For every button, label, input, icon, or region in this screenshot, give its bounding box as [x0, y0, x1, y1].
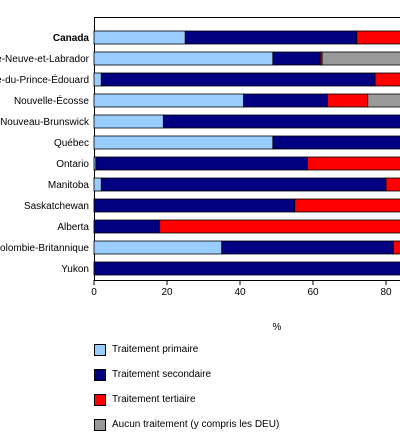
category-label: Yukon [61, 264, 89, 275]
x-axis-label: % [273, 322, 282, 333]
bar-segment [94, 94, 244, 107]
bar-segment [308, 157, 400, 170]
bar-segment [94, 52, 273, 65]
legend-swatch [94, 394, 106, 406]
legend-label: Aucun traitement (y compris les DEU) [112, 419, 279, 431]
bar-segment [94, 241, 222, 254]
bar-segment [163, 115, 400, 128]
x-tick-label: 40 [234, 287, 246, 298]
legend-label: Traitement tertiaire [112, 394, 196, 406]
bar-segment [328, 94, 368, 107]
legend-swatch [94, 344, 106, 356]
category-label: Canada [53, 33, 90, 44]
category-label: Manitoba [48, 180, 90, 191]
stacked-bar-chart: Canada Terre-Neuve-et-Labrador Île-du-Prin… [0, 0, 400, 335]
x-tick-label: 20 [161, 287, 173, 298]
bar-segment [101, 178, 386, 191]
bar-segment [94, 136, 273, 149]
bar-segment [368, 94, 400, 107]
category-label: Terre-Neuve-et-Labrador [0, 54, 90, 65]
bar-segment [273, 136, 400, 149]
x-tick-label: 0 [91, 287, 97, 298]
category-label: Nouveau-Brunswick [0, 117, 90, 128]
bar-segment [94, 115, 163, 128]
category-label: Alberta [57, 222, 89, 233]
bar-segment [375, 73, 400, 86]
legend-label: Traitement primaire [112, 344, 198, 356]
legend-item: Traitement secondaire [94, 367, 279, 383]
bar-segment [357, 31, 400, 44]
bar-segment [386, 178, 400, 191]
legend-label: Traitement secondaire [112, 369, 211, 381]
category-label: Québec [54, 138, 89, 149]
bar-segment [94, 199, 295, 212]
category-label: Saskatchewan [24, 201, 89, 212]
bar-segment [185, 31, 357, 44]
bar-segment [244, 94, 328, 107]
bar-segment [393, 241, 400, 254]
bar-segment [94, 220, 160, 233]
bar-segment [94, 31, 185, 44]
category-label: Île-du-Prince-Édouard [0, 73, 89, 86]
legend-swatch [94, 369, 106, 381]
bar-segment [322, 52, 400, 65]
legend-item: Traitement tertiaire [94, 392, 279, 408]
legend-swatch [94, 419, 106, 431]
bar-segment [101, 73, 375, 86]
legend-item: Traitement primaire [94, 342, 279, 358]
bar-segment [94, 178, 101, 191]
category-label: Ontario [56, 159, 89, 170]
bar-segment [160, 220, 400, 233]
category-label: Nouvelle-Écosse [14, 94, 89, 107]
x-tick-label: 80 [380, 287, 392, 298]
bar-segment [94, 73, 101, 86]
bar-segment [96, 157, 308, 170]
x-tick-label: 60 [307, 287, 319, 298]
bar-segment [222, 241, 394, 254]
bar-segment [273, 52, 320, 65]
bar-segment [295, 199, 400, 212]
category-label: Colombie-Britannique [0, 243, 89, 254]
bar-segment [94, 262, 400, 275]
legend: Traitement primaire Traitement secondaire… [94, 342, 279, 442]
legend-item: Aucun traitement (y compris les DEU) [94, 417, 279, 433]
